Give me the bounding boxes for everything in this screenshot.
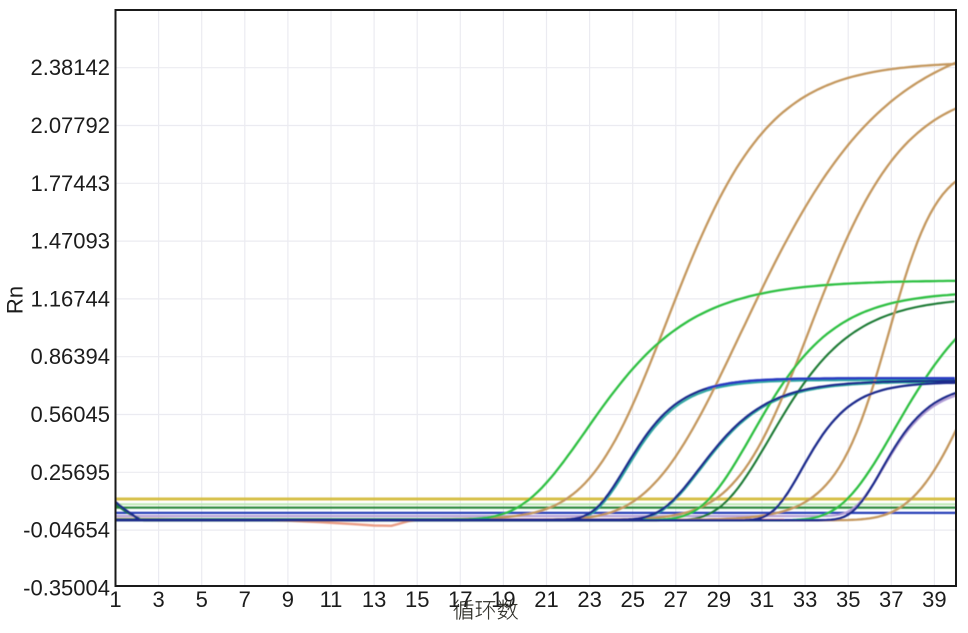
svg-text:2.07792: 2.07792 [30,113,110,138]
svg-text:0.56045: 0.56045 [30,402,110,427]
svg-text:1.47093: 1.47093 [30,229,110,254]
svg-text:5: 5 [196,587,208,612]
svg-text:23: 23 [577,587,601,612]
svg-text:31: 31 [750,587,774,612]
svg-text:37: 37 [879,587,903,612]
svg-text:1: 1 [109,587,121,612]
svg-text:2.38142: 2.38142 [30,55,110,80]
svg-text:1.16744: 1.16744 [30,286,110,311]
svg-text:11: 11 [320,587,343,612]
svg-text:15: 15 [405,587,429,612]
svg-text:29: 29 [707,587,731,612]
svg-text:0.86394: 0.86394 [30,344,110,369]
svg-text:25: 25 [620,587,644,612]
svg-text:13: 13 [362,587,386,612]
svg-text:33: 33 [793,587,817,612]
svg-text:-0.04654: -0.04654 [23,518,110,543]
svg-text:0.25695: 0.25695 [30,460,110,485]
svg-text:9: 9 [282,587,294,612]
svg-text:35: 35 [836,587,860,612]
svg-text:1.77443: 1.77443 [30,171,110,196]
svg-text:27: 27 [664,587,688,612]
svg-text:Rn: Rn [3,286,28,314]
svg-text:-0.35004: -0.35004 [23,575,110,600]
svg-text:39: 39 [922,587,946,612]
svg-text:3: 3 [152,587,164,612]
svg-text:7: 7 [239,587,251,612]
svg-text:21: 21 [534,587,558,612]
